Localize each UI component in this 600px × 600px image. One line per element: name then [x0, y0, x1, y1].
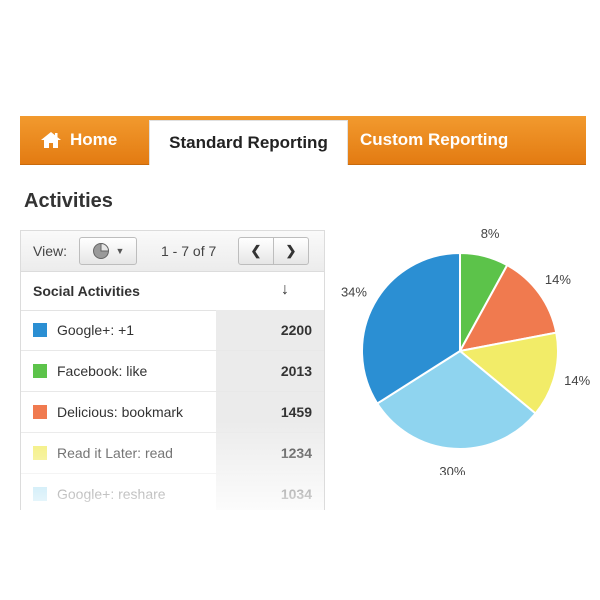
tab-home-label: Home	[70, 130, 118, 149]
activities-pie-chart: 8% 14% 14% 30% 34%	[341, 226, 590, 475]
tab-standard-reporting[interactable]: Standard Reporting	[149, 120, 348, 165]
pie-slice-label: 14%	[545, 272, 571, 287]
table-toolbar: View: ▼ 1 - 7 of 7 ❮ ❯	[21, 230, 324, 272]
row-label: Facebook: like	[57, 363, 148, 379]
pie-slice[interactable]	[375, 349, 537, 450]
pagination-range: 1 - 7 of 7	[161, 243, 217, 259]
legend-swatch	[33, 487, 47, 501]
view-label: View:	[33, 243, 67, 259]
pie-slice[interactable]	[458, 263, 558, 353]
arrow-down-icon[interactable]: ↓	[281, 281, 289, 298]
row-label: Google+: reshare	[57, 486, 166, 502]
pie-slice[interactable]	[361, 251, 461, 405]
tab-custom-reporting[interactable]: Custom Reporting	[360, 116, 508, 164]
chevron-right-icon: ❯	[285, 243, 297, 258]
row-label: Read it Later: read	[57, 445, 173, 461]
table-row[interactable]: Read it Later: read 1234	[21, 433, 324, 474]
pie-slice-label: 8%	[481, 226, 500, 241]
tab-home[interactable]: Home	[40, 116, 117, 164]
legend-swatch	[33, 446, 47, 460]
metric-cell	[216, 310, 324, 350]
table-row[interactable]: Google+: +1 2200	[21, 310, 324, 351]
legend-swatch	[33, 323, 47, 337]
tab-bar: Home Standard Reporting Custom Reporting	[20, 116, 586, 165]
legend-swatch	[33, 364, 47, 378]
page-title: Activities	[24, 190, 113, 212]
pie-slice-label: 34%	[341, 285, 367, 300]
column-header-social-activities[interactable]: Social Activities	[33, 283, 140, 299]
chevron-down-icon: ▼	[115, 246, 125, 256]
pie-slice[interactable]	[457, 331, 559, 415]
table-row[interactable]: Facebook: like 2013	[21, 351, 324, 392]
row-value: 1034	[280, 486, 312, 502]
pie-chart-icon	[92, 242, 109, 259]
tab-standard-reporting-label: Standard Reporting	[169, 133, 328, 152]
row-value: 2200	[280, 322, 312, 338]
chevron-left-icon: ❮	[250, 243, 262, 258]
home-icon	[41, 132, 61, 148]
next-page-button[interactable]: ❯	[273, 237, 309, 265]
metric-cell	[216, 351, 324, 391]
legend-swatch	[33, 405, 47, 419]
table-body: Google+: +1 2200 Facebook: like 2013 Del…	[21, 310, 324, 510]
table-row[interactable]: Google+: reshare 1034	[21, 474, 324, 510]
table-row[interactable]: Delicious: bookmark 1459	[21, 392, 324, 433]
prev-page-button[interactable]: ❮	[238, 237, 274, 265]
row-label: Delicious: bookmark	[57, 404, 184, 420]
view-selector[interactable]: ▼	[79, 237, 137, 265]
pie-slice-label: 14%	[564, 373, 590, 388]
tab-custom-reporting-label: Custom Reporting	[360, 130, 509, 149]
row-value: 1234	[280, 445, 312, 461]
row-value: 1459	[280, 404, 312, 420]
activities-table: View: ▼ 1 - 7 of 7 ❮ ❯ Social Activities…	[20, 230, 325, 510]
row-label: Google+: +1	[57, 322, 135, 338]
table-header: Social Activities ↓	[21, 272, 324, 311]
pie-slice-label: 30%	[439, 464, 465, 475]
row-value: 2013	[280, 363, 312, 379]
